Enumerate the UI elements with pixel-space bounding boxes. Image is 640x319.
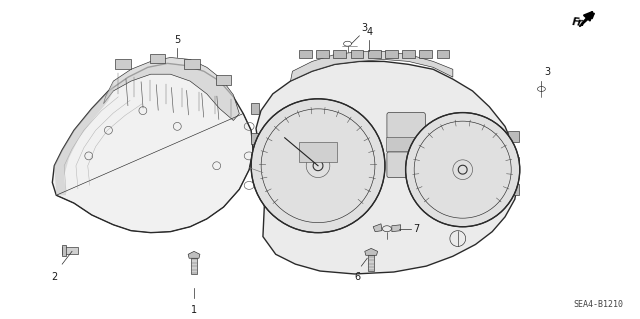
Text: SEA4-B1210: SEA4-B1210	[573, 300, 623, 309]
FancyBboxPatch shape	[333, 50, 346, 58]
FancyBboxPatch shape	[402, 50, 415, 58]
Polygon shape	[104, 57, 239, 121]
FancyBboxPatch shape	[508, 131, 519, 142]
FancyBboxPatch shape	[150, 54, 166, 63]
FancyBboxPatch shape	[251, 162, 259, 173]
Polygon shape	[368, 255, 374, 271]
FancyBboxPatch shape	[368, 50, 381, 58]
Text: 5: 5	[174, 35, 180, 45]
Text: 1: 1	[191, 306, 197, 315]
FancyBboxPatch shape	[385, 50, 397, 58]
FancyBboxPatch shape	[351, 50, 364, 58]
FancyBboxPatch shape	[316, 50, 329, 58]
FancyBboxPatch shape	[386, 137, 426, 151]
Circle shape	[251, 99, 385, 233]
Text: 6: 6	[355, 272, 360, 282]
Text: 7: 7	[413, 224, 420, 234]
FancyBboxPatch shape	[419, 50, 432, 58]
Polygon shape	[54, 81, 113, 195]
Polygon shape	[52, 63, 253, 233]
FancyBboxPatch shape	[300, 142, 337, 162]
Text: 4: 4	[366, 27, 372, 37]
FancyBboxPatch shape	[387, 152, 426, 178]
FancyBboxPatch shape	[508, 184, 519, 195]
Polygon shape	[62, 245, 66, 256]
Polygon shape	[191, 258, 198, 274]
Circle shape	[406, 113, 520, 227]
FancyBboxPatch shape	[115, 59, 131, 69]
Polygon shape	[291, 52, 453, 81]
Polygon shape	[373, 224, 382, 232]
FancyBboxPatch shape	[436, 50, 449, 58]
FancyBboxPatch shape	[508, 157, 519, 168]
FancyBboxPatch shape	[251, 103, 259, 114]
Polygon shape	[392, 225, 401, 232]
Polygon shape	[62, 248, 78, 254]
FancyBboxPatch shape	[387, 113, 426, 138]
FancyBboxPatch shape	[251, 133, 259, 144]
Polygon shape	[256, 62, 519, 274]
FancyBboxPatch shape	[216, 75, 232, 85]
Polygon shape	[365, 249, 378, 255]
Text: Fr.: Fr.	[572, 17, 586, 28]
FancyBboxPatch shape	[184, 59, 200, 69]
Text: 3: 3	[362, 23, 367, 33]
Polygon shape	[188, 251, 200, 258]
Text: 2: 2	[51, 272, 58, 282]
Text: 3: 3	[545, 67, 550, 77]
FancyBboxPatch shape	[299, 50, 312, 58]
